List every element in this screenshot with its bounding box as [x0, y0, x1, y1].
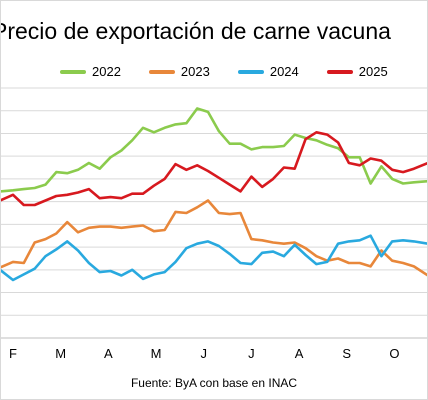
- x-tick-label: M: [151, 346, 162, 361]
- legend-label-2025: 2025: [358, 64, 388, 79]
- legend-label-2023: 2023: [180, 64, 210, 79]
- legend-item-2024: 2024: [237, 64, 299, 79]
- legend-swatch-2025: [326, 69, 353, 74]
- series-line-2025: [0, 131, 428, 207]
- series-line-2023: [0, 199, 428, 277]
- legend-label-2022: 2022: [92, 64, 121, 79]
- legend: 2022 2023 2024 2025: [60, 64, 388, 79]
- legend-item-2022: 2022: [60, 64, 121, 79]
- x-tick-label: S: [342, 346, 351, 361]
- x-tick-label: A: [295, 346, 304, 361]
- source-note: Fuente: ByA con base en INAC: [130, 376, 298, 390]
- chart-title: Precio de exportación de carne vacuna: [0, 18, 391, 44]
- x-tick-label: F: [9, 346, 17, 361]
- legend-label-2024: 2024: [269, 64, 299, 79]
- legend-item-2025: 2025: [326, 64, 388, 79]
- legend-swatch-2023: [148, 69, 175, 74]
- x-tick-label: M: [55, 346, 66, 361]
- x-tick-label: J: [200, 346, 207, 361]
- series-line-2022: [0, 107, 428, 193]
- x-tick-label: J: [248, 346, 255, 361]
- x-tick-label: A: [104, 346, 113, 361]
- legend-swatch-2024: [237, 69, 264, 74]
- x-tick-label: O: [389, 346, 399, 361]
- legend-item-2023: 2023: [148, 64, 210, 79]
- series-line-2024: [0, 234, 428, 282]
- legend-swatch-2022: [60, 69, 86, 74]
